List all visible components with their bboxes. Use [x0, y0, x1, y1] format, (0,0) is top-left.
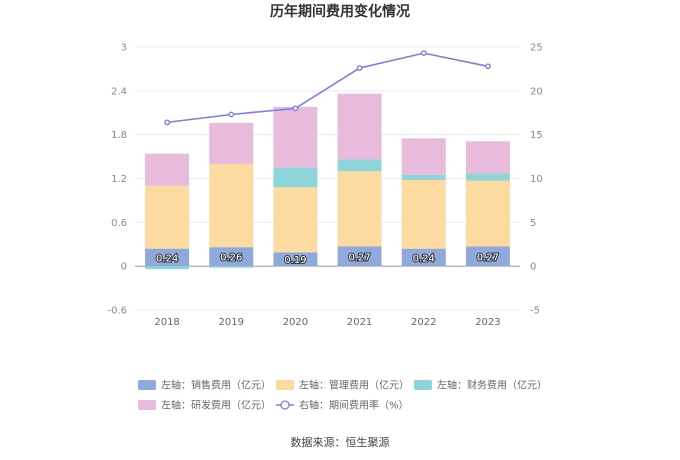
- bar-segment: [401, 138, 446, 175]
- bar-segment: [209, 247, 254, 267]
- bar-segment: [273, 252, 318, 267]
- legend-label: 左轴：研发费用（亿元）: [161, 399, 271, 412]
- legend-label: 左轴：管理费用（亿元）: [299, 379, 409, 392]
- bar-segment: [337, 93, 382, 160]
- legend-item: 左轴：销售费用（亿元）: [138, 379, 271, 392]
- legend-swatch: [138, 400, 156, 410]
- data-label: 0.19: [284, 255, 306, 266]
- data-label: 0.27: [348, 252, 370, 263]
- bar-segment: [465, 173, 510, 181]
- legend-item: 左轴：研发费用（亿元）: [138, 399, 271, 412]
- bar-segment: [209, 163, 254, 248]
- left-tick-label: 3: [121, 43, 127, 54]
- legend-swatch: [276, 380, 294, 390]
- bar-segment: [273, 187, 318, 253]
- data-label: 0.26: [220, 253, 242, 264]
- x-axis-labels: 2018 2019 2020 2021 2022 2023: [154, 317, 500, 328]
- right-tick-label: 0: [530, 262, 536, 273]
- data-label: 0.24: [156, 253, 178, 264]
- category-label: 2020: [283, 317, 308, 328]
- data-label: 0.27: [477, 252, 499, 263]
- bar-segment: [209, 122, 254, 164]
- bar-segment: [145, 248, 190, 267]
- left-axis-ticks: -0.6 0 0.6 1.2 1.8 2.4 3: [107, 43, 127, 317]
- line-point: [356, 65, 363, 71]
- legend-label: 左轴：财务费用（亿元）: [437, 379, 547, 392]
- line-point: [228, 111, 235, 118]
- rate-line: [164, 50, 491, 126]
- left-tick-label: -0.6: [107, 306, 127, 317]
- bar-segment: [273, 106, 318, 168]
- right-tick-label: 5: [530, 218, 536, 229]
- bar-segment: [401, 174, 446, 180]
- bar-segment: [465, 246, 510, 267]
- bar-segment: [465, 180, 510, 247]
- left-tick-label: 0: [121, 262, 127, 273]
- bar-segment: [145, 153, 190, 186]
- legend-label: 右轴：期间费用率（%）: [299, 399, 409, 412]
- right-tick-label: 10: [530, 174, 543, 185]
- bar-segment: [273, 167, 318, 188]
- legend-swatch: [414, 380, 432, 390]
- line-point: [164, 119, 170, 126]
- bar-segment: [401, 248, 446, 267]
- category-label: 2022: [411, 317, 436, 328]
- legend: 左轴：销售费用（亿元） 左轴：管理费用（亿元） 左轴：财务费用（亿元） 左轴：研发费用…: [138, 379, 547, 412]
- legend-line-marker: [280, 400, 290, 410]
- legend-item: 左轴：管理费用（亿元）: [276, 379, 409, 392]
- line-point: [420, 50, 427, 57]
- left-tick-label: 1.2: [111, 174, 127, 185]
- data-label: 0.24: [413, 253, 435, 264]
- right-tick-label: 20: [530, 86, 543, 97]
- bar-segment: [465, 141, 510, 174]
- category-label: 2018: [154, 317, 179, 328]
- grid: [135, 46, 520, 311]
- right-tick-label: 15: [530, 130, 543, 141]
- legend-label: 左轴：销售费用（亿元）: [161, 379, 271, 392]
- bar-segment: [337, 159, 382, 172]
- bar-segment: [401, 179, 446, 249]
- category-label: 2021: [347, 317, 372, 328]
- left-tick-label: 0.6: [111, 218, 127, 229]
- category-label: 2019: [219, 317, 244, 328]
- category-label: 2023: [475, 317, 500, 328]
- left-tick-label: 2.4: [111, 86, 127, 97]
- chart-title: 历年期间费用变化情况: [270, 3, 410, 20]
- data-labels: 0.24 0.26 0.19 0.27 0.24 0.27: [155, 251, 500, 267]
- bar-segment: [337, 171, 382, 247]
- legend-item: 右轴：期间费用率（%）: [276, 399, 409, 412]
- rate-line-path: [166, 52, 489, 124]
- legend-swatch: [138, 380, 156, 390]
- line-point: [292, 105, 299, 112]
- bar-segment: [145, 266, 190, 270]
- legend-item: 左轴：财务费用（亿元）: [414, 379, 547, 392]
- right-axis-ticks: -5 0 5 10 15 20 25: [530, 43, 543, 317]
- bar-segment: [209, 266, 254, 268]
- bar-segment: [337, 246, 382, 267]
- data-source: 数据来源：恒生聚源: [291, 435, 390, 449]
- bar-segment: [145, 185, 190, 249]
- bars: [145, 93, 510, 270]
- right-tick-label: 25: [530, 43, 543, 54]
- line-point: [485, 63, 491, 70]
- right-tick-label: -5: [530, 306, 540, 317]
- left-tick-label: 1.8: [111, 130, 127, 141]
